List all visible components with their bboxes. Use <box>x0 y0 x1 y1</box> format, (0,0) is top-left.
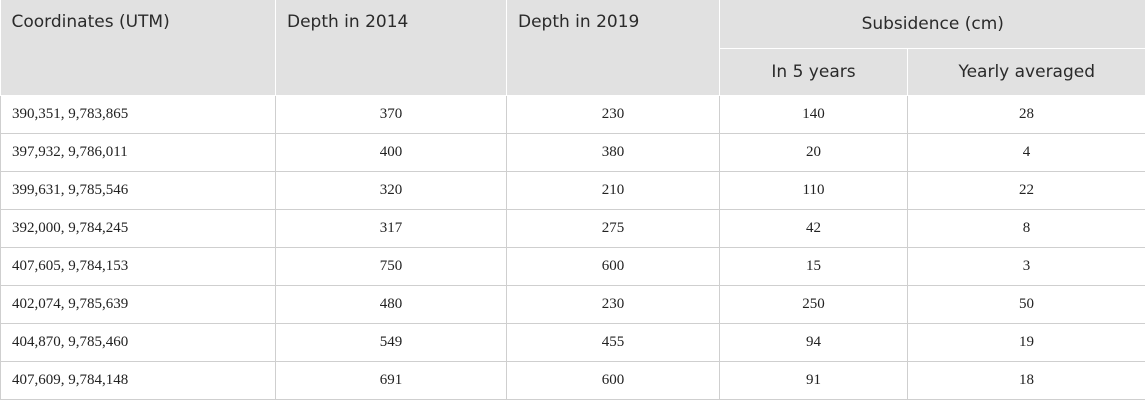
header-subsidence-group: Subsidence (cm) <box>719 0 1145 49</box>
cell-depth-2014: 370 <box>275 94 507 134</box>
cell-subsidence-yearly: 28 <box>907 94 1145 134</box>
cell-depth-2014: 317 <box>275 208 507 248</box>
cell-subsidence-5-years: 20 <box>719 132 908 172</box>
cell-subsidence-5-years: 250 <box>719 284 908 324</box>
table-row: 399,631, 9,785,546 320 210 110 22 <box>0 170 1145 210</box>
cell-depth-2014: 750 <box>275 246 507 286</box>
table-row: 402,074, 9,785,639 480 230 250 50 <box>0 284 1145 324</box>
cell-depth-2014: 320 <box>275 170 507 210</box>
cell-coordinates: 402,074, 9,785,639 <box>0 284 276 324</box>
cell-coordinates: 392,000, 9,784,245 <box>0 208 276 248</box>
cell-subsidence-yearly: 8 <box>907 208 1145 248</box>
header-in-5-years: In 5 years <box>719 48 908 96</box>
table-row: 390,351, 9,783,865 370 230 140 28 <box>0 94 1145 134</box>
cell-depth-2019: 210 <box>506 170 720 210</box>
cell-subsidence-yearly: 18 <box>907 360 1145 400</box>
cell-subsidence-5-years: 110 <box>719 170 908 210</box>
header-depth-2014: Depth in 2014 <box>275 0 507 96</box>
cell-depth-2019: 230 <box>506 284 720 324</box>
cell-subsidence-5-years: 94 <box>719 322 908 362</box>
cell-depth-2014: 480 <box>275 284 507 324</box>
cell-coordinates: 407,609, 9,784,148 <box>0 360 276 400</box>
header-depth-2019: Depth in 2019 <box>506 0 720 96</box>
table-row: 407,605, 9,784,153 750 600 15 3 <box>0 246 1145 286</box>
header-row-top: Coordinates (UTM) Depth in 2014 Depth in… <box>0 0 1145 96</box>
cell-depth-2019: 600 <box>506 246 720 286</box>
cell-subsidence-yearly: 4 <box>907 132 1145 172</box>
cell-subsidence-yearly: 19 <box>907 322 1145 362</box>
header-coordinates: Coordinates (UTM) <box>0 0 276 96</box>
cell-subsidence-5-years: 91 <box>719 360 908 400</box>
cell-depth-2019: 380 <box>506 132 720 172</box>
cell-subsidence-yearly: 50 <box>907 284 1145 324</box>
cell-depth-2019: 230 <box>506 94 720 134</box>
cell-coordinates: 404,870, 9,785,460 <box>0 322 276 362</box>
header-row-sub: In 5 years Yearly averaged <box>1 48 1145 96</box>
cell-depth-2019: 455 <box>506 322 720 362</box>
table-row: 407,609, 9,784,148 691 600 91 18 <box>0 360 1145 400</box>
cell-subsidence-5-years: 42 <box>719 208 908 248</box>
cell-subsidence-yearly: 3 <box>907 246 1145 286</box>
table-row: 392,000, 9,784,245 317 275 42 8 <box>0 208 1145 248</box>
cell-depth-2019: 600 <box>506 360 720 400</box>
table-header: Coordinates (UTM) Depth in 2014 Depth in… <box>0 0 1145 96</box>
cell-depth-2014: 549 <box>275 322 507 362</box>
table-row: 397,932, 9,786,011 400 380 20 4 <box>0 132 1145 172</box>
table-body: 390,351, 9,783,865 370 230 140 28 397,932, 9,… <box>0 94 1145 400</box>
cell-subsidence-yearly: 22 <box>907 170 1145 210</box>
cell-coordinates: 390,351, 9,783,865 <box>0 94 276 134</box>
cell-subsidence-5-years: 140 <box>719 94 908 134</box>
cell-depth-2019: 275 <box>506 208 720 248</box>
cell-depth-2014: 691 <box>275 360 507 400</box>
table-row: 404,870, 9,785,460 549 455 94 19 <box>0 322 1145 362</box>
cell-depth-2014: 400 <box>275 132 507 172</box>
cell-coordinates: 407,605, 9,784,153 <box>0 246 276 286</box>
cell-subsidence-5-years: 15 <box>719 246 908 286</box>
cell-coordinates: 399,631, 9,785,546 <box>0 170 276 210</box>
cell-coordinates: 397,932, 9,786,011 <box>0 132 276 172</box>
header-yearly-averaged: Yearly averaged <box>907 48 1145 96</box>
